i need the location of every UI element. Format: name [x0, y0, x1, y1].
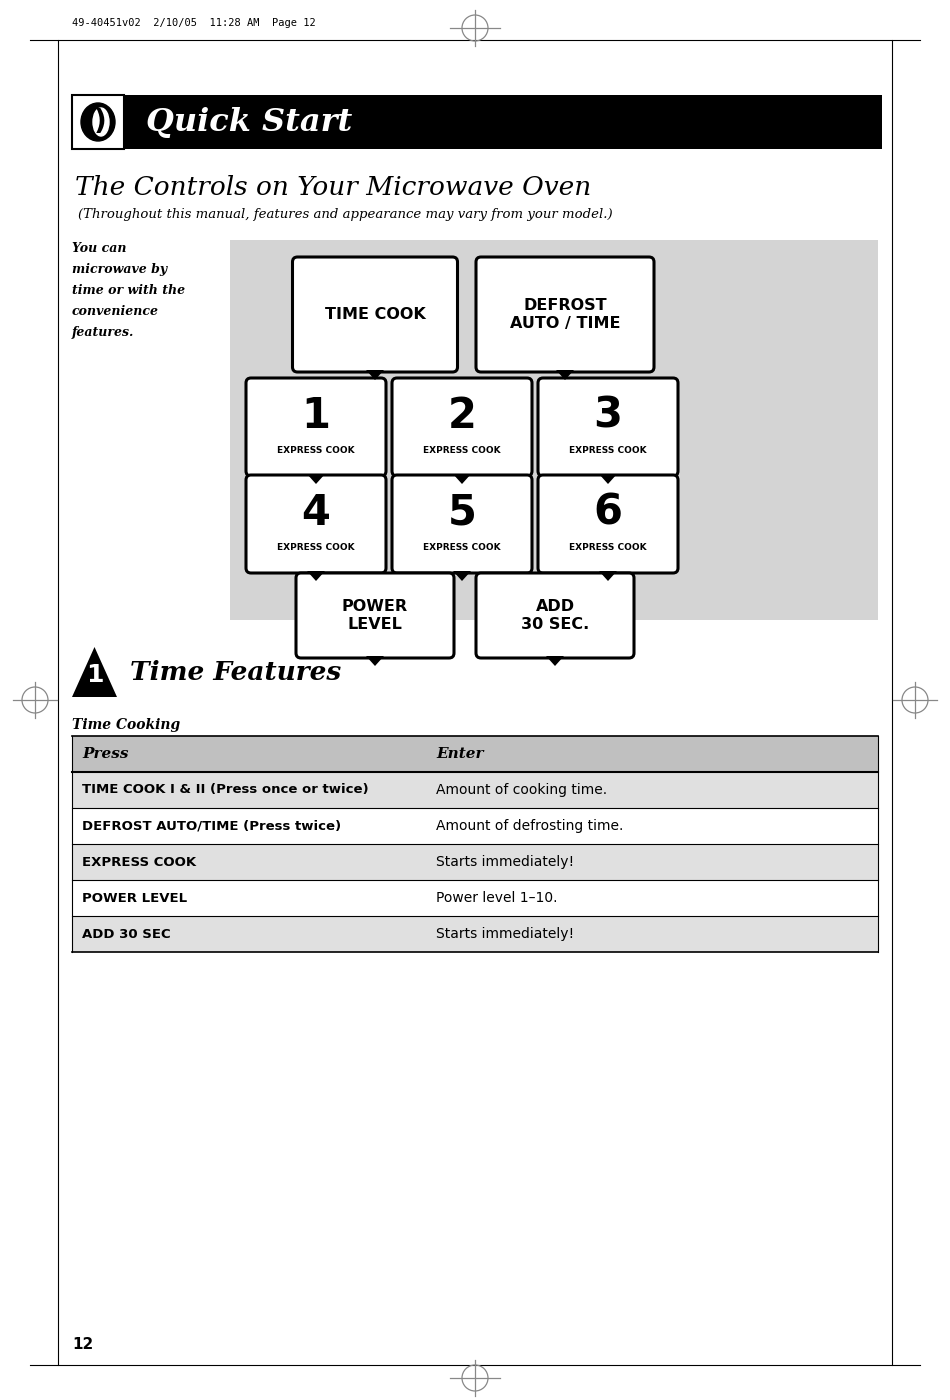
- Text: ADD
30 SEC.: ADD 30 SEC.: [521, 599, 589, 633]
- Text: 12: 12: [72, 1337, 93, 1352]
- Text: Amount of defrosting time.: Amount of defrosting time.: [436, 819, 623, 833]
- Text: microwave by: microwave by: [72, 263, 167, 276]
- Text: DEFROST
AUTO / TIME: DEFROST AUTO / TIME: [510, 298, 620, 332]
- Text: ): ): [94, 108, 106, 136]
- Text: You can: You can: [72, 242, 126, 255]
- FancyBboxPatch shape: [246, 475, 386, 573]
- Bar: [72, 736, 878, 771]
- FancyBboxPatch shape: [392, 475, 532, 573]
- Text: EXPRESS COOK: EXPRESS COOK: [569, 543, 647, 552]
- FancyBboxPatch shape: [246, 378, 386, 476]
- Polygon shape: [599, 475, 617, 484]
- FancyBboxPatch shape: [293, 258, 458, 372]
- Text: ADD 30 SEC: ADD 30 SEC: [82, 927, 171, 941]
- Text: Time Cooking: Time Cooking: [72, 718, 180, 732]
- Polygon shape: [366, 370, 384, 379]
- Polygon shape: [366, 657, 384, 666]
- Polygon shape: [307, 475, 325, 484]
- Text: 1: 1: [86, 662, 104, 686]
- Text: (Throughout this manual, features and appearance may vary from your model.): (Throughout this manual, features and ap…: [78, 209, 613, 221]
- FancyBboxPatch shape: [476, 258, 654, 372]
- Text: POWER LEVEL: POWER LEVEL: [82, 892, 187, 904]
- Text: Quick Start: Quick Start: [146, 106, 352, 137]
- Polygon shape: [307, 571, 325, 581]
- Bar: [58, 41, 892, 1365]
- Bar: [230, 239, 878, 620]
- Text: EXPRESS COOK: EXPRESS COOK: [82, 855, 196, 868]
- Text: 5: 5: [447, 491, 477, 533]
- Bar: [72, 771, 878, 808]
- Text: 6: 6: [594, 491, 622, 533]
- Text: 4: 4: [301, 491, 331, 533]
- Text: 49-40451v02  2/10/05  11:28 AM  Page 12: 49-40451v02 2/10/05 11:28 AM Page 12: [72, 18, 315, 28]
- Text: EXPRESS COOK: EXPRESS COOK: [423, 447, 501, 455]
- Bar: [124, 95, 882, 148]
- FancyBboxPatch shape: [296, 573, 454, 658]
- Polygon shape: [599, 571, 617, 581]
- Polygon shape: [453, 475, 471, 484]
- Text: EXPRESS COOK: EXPRESS COOK: [423, 543, 501, 552]
- FancyBboxPatch shape: [476, 573, 634, 658]
- Text: time or with the: time or with the: [72, 284, 185, 297]
- Bar: [72, 808, 878, 844]
- Text: Time Features: Time Features: [130, 659, 341, 685]
- FancyBboxPatch shape: [392, 378, 532, 476]
- Text: Amount of cooking time.: Amount of cooking time.: [436, 783, 607, 797]
- Text: Starts immediately!: Starts immediately!: [436, 927, 574, 941]
- Text: Press: Press: [82, 748, 128, 762]
- FancyBboxPatch shape: [538, 378, 678, 476]
- Ellipse shape: [93, 108, 109, 136]
- Ellipse shape: [81, 104, 115, 141]
- Polygon shape: [546, 657, 564, 666]
- Text: 1: 1: [301, 395, 331, 437]
- Bar: [72, 916, 878, 952]
- Text: 2: 2: [447, 395, 477, 437]
- Bar: [72, 95, 124, 148]
- Text: features.: features.: [72, 326, 134, 339]
- Text: DEFROST AUTO/TIME (Press twice): DEFROST AUTO/TIME (Press twice): [82, 819, 341, 833]
- Text: Starts immediately!: Starts immediately!: [436, 855, 574, 869]
- Text: TIME COOK I & II (Press once or twice): TIME COOK I & II (Press once or twice): [82, 784, 369, 797]
- Polygon shape: [72, 647, 117, 697]
- Polygon shape: [453, 571, 471, 581]
- Text: The Controls on Your Microwave Oven: The Controls on Your Microwave Oven: [75, 175, 591, 200]
- Text: EXPRESS COOK: EXPRESS COOK: [277, 447, 354, 455]
- Text: POWER
LEVEL: POWER LEVEL: [342, 599, 408, 633]
- Bar: [72, 844, 878, 881]
- Text: 3: 3: [594, 395, 622, 437]
- Text: Power level 1–10.: Power level 1–10.: [436, 890, 558, 904]
- Text: EXPRESS COOK: EXPRESS COOK: [277, 543, 354, 552]
- Text: convenience: convenience: [72, 305, 159, 318]
- Text: TIME COOK: TIME COOK: [325, 307, 426, 322]
- FancyBboxPatch shape: [538, 475, 678, 573]
- Bar: [72, 881, 878, 916]
- Text: Enter: Enter: [436, 748, 484, 762]
- Polygon shape: [556, 370, 574, 379]
- Text: EXPRESS COOK: EXPRESS COOK: [569, 447, 647, 455]
